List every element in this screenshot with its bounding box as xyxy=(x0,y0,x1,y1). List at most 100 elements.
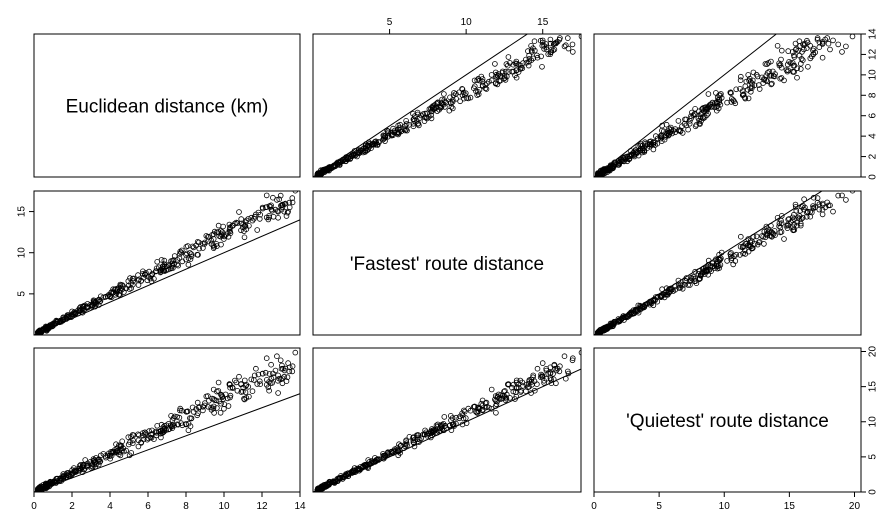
data-point xyxy=(323,166,329,172)
data-point xyxy=(60,317,66,323)
data-point xyxy=(742,83,749,89)
data-point xyxy=(784,61,791,68)
data-point xyxy=(492,403,499,409)
data-point xyxy=(531,387,538,394)
data-point xyxy=(274,353,280,360)
data-point xyxy=(356,150,363,157)
data-point xyxy=(766,68,773,75)
data-point xyxy=(562,42,569,48)
data-point xyxy=(126,286,133,293)
data-point xyxy=(385,128,391,135)
data-point xyxy=(280,202,286,208)
data-point xyxy=(849,34,856,40)
data-point xyxy=(497,77,504,84)
data-point xyxy=(492,61,498,67)
data-point xyxy=(266,214,272,221)
tick-label: 10 xyxy=(868,69,879,81)
tick-label: 10 xyxy=(218,501,230,512)
data-point xyxy=(256,378,263,385)
data-point xyxy=(724,99,730,106)
data-point xyxy=(783,67,790,73)
data-point xyxy=(375,457,382,463)
data-point xyxy=(262,204,269,211)
data-point xyxy=(196,239,202,246)
data-point xyxy=(226,381,233,388)
data-point xyxy=(626,155,633,162)
data-point xyxy=(289,368,296,375)
data-point xyxy=(733,86,739,93)
data-point xyxy=(525,62,532,69)
tick-label: 0 xyxy=(591,501,597,512)
data-point xyxy=(279,380,286,387)
data-point xyxy=(411,116,417,123)
panel-frame xyxy=(593,33,862,178)
data-point xyxy=(125,434,132,441)
data-point xyxy=(705,91,712,97)
data-point xyxy=(179,258,186,265)
data-point xyxy=(174,414,180,420)
data-point xyxy=(488,77,495,84)
data-point xyxy=(807,209,813,215)
data-point xyxy=(46,323,53,329)
data-point xyxy=(225,234,232,240)
data-point xyxy=(424,432,430,439)
data-point xyxy=(502,388,508,394)
data-point xyxy=(84,300,91,307)
data-point xyxy=(144,436,151,443)
data-point xyxy=(530,372,536,379)
data-point xyxy=(685,126,691,133)
data-point xyxy=(40,484,46,490)
data-point xyxy=(429,432,435,439)
data-point xyxy=(541,380,547,386)
data-point xyxy=(395,129,402,135)
data-point xyxy=(715,105,722,112)
data-point xyxy=(75,467,81,474)
data-point xyxy=(200,407,206,414)
data-point xyxy=(534,365,541,372)
data-point xyxy=(685,282,691,288)
data-point xyxy=(561,353,568,360)
data-point xyxy=(349,470,355,476)
reference-line xyxy=(34,393,300,492)
data-point xyxy=(266,203,273,209)
data-point xyxy=(285,360,291,366)
data-point xyxy=(449,105,456,112)
data-point xyxy=(830,208,836,215)
data-point xyxy=(471,77,478,84)
data-point xyxy=(763,231,769,238)
data-point xyxy=(188,251,195,257)
data-point xyxy=(113,441,119,448)
data-point xyxy=(177,248,184,255)
data-point xyxy=(459,412,466,419)
data-point xyxy=(327,165,333,172)
data-point xyxy=(246,223,252,229)
data-point xyxy=(495,391,502,398)
data-point xyxy=(49,479,56,486)
data-point xyxy=(336,475,343,482)
data-point xyxy=(402,123,409,129)
data-point xyxy=(453,414,459,421)
data-point xyxy=(262,369,269,376)
data-point xyxy=(607,165,613,172)
tick-label: 5 xyxy=(868,454,879,460)
data-point xyxy=(539,360,546,366)
data-point xyxy=(657,135,664,142)
data-point xyxy=(153,265,160,272)
data-point xyxy=(449,421,456,428)
data-point xyxy=(60,314,67,321)
data-point xyxy=(517,62,524,69)
data-point xyxy=(60,472,66,479)
data-point xyxy=(230,385,236,392)
data-point xyxy=(441,97,448,103)
data-point xyxy=(42,480,49,487)
data-point xyxy=(658,132,664,139)
data-point xyxy=(714,103,721,109)
data-point xyxy=(802,204,808,211)
data-point xyxy=(626,153,632,159)
data-point xyxy=(187,256,194,263)
panel-frame xyxy=(33,347,301,493)
data-point xyxy=(814,195,821,201)
data-point xyxy=(188,415,195,422)
data-point xyxy=(795,214,801,221)
tick-label: 2 xyxy=(69,501,75,512)
